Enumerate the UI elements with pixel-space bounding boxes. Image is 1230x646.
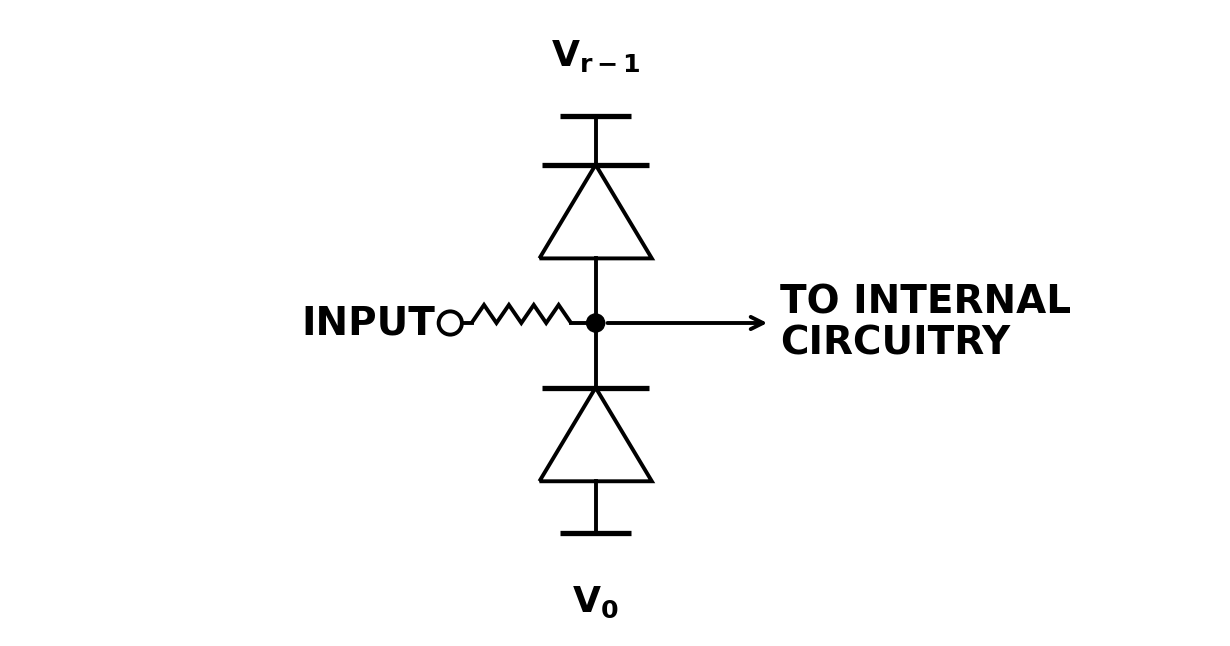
Text: $\mathbf{V_0}$: $\mathbf{V_0}$	[572, 585, 619, 620]
Text: TO INTERNAL: TO INTERNAL	[780, 283, 1071, 321]
Text: $\mathbf{V_{r-1}}$: $\mathbf{V_{r-1}}$	[551, 38, 641, 74]
Text: CIRCUITRY: CIRCUITRY	[780, 325, 1010, 363]
Circle shape	[587, 314, 605, 332]
Text: INPUT: INPUT	[301, 304, 435, 342]
